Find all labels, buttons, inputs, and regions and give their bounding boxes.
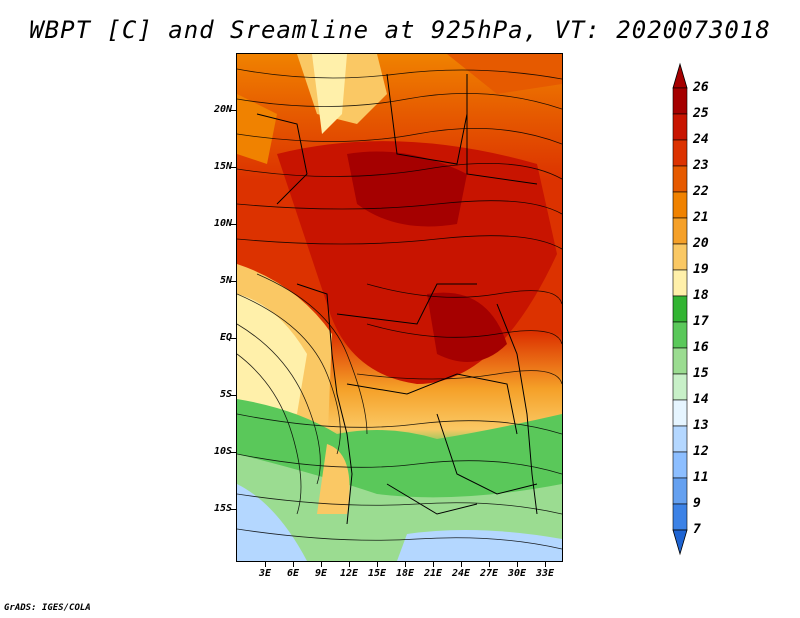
colorbar-segment (672, 269, 688, 297)
borders (256, 73, 538, 525)
field-patch-north-4 (237, 94, 277, 164)
tick-21e (433, 562, 434, 567)
colorbar-segment (672, 165, 688, 193)
tick-12e (349, 562, 350, 567)
field-core-max (347, 151, 467, 227)
tick-27e (489, 562, 490, 567)
field-coast-2 (237, 294, 307, 414)
cb-label-22: 22 (693, 184, 709, 199)
colorbar-segment (672, 321, 688, 349)
cb-label-20: 20 (693, 236, 709, 251)
lon-label-12e: 12E (339, 568, 359, 579)
lat-label-20n: 20N (213, 104, 232, 115)
lon-label-15e: 15E (367, 568, 387, 579)
tick-5n (230, 281, 236, 282)
tick-9e (321, 562, 322, 567)
lat-label-15s: 15S (213, 503, 232, 514)
field-patch-north-2 (312, 54, 347, 134)
cb-label-24: 24 (693, 132, 709, 147)
lon-label-24e: 24E (451, 568, 471, 579)
lon-label-6e: 6E (286, 568, 300, 579)
cb-label-21: 21 (693, 210, 709, 225)
tick-15n (230, 167, 236, 168)
cb-label-13: 13 (693, 418, 709, 433)
tick-30e (517, 562, 518, 567)
cb-label-11: 11 (693, 470, 709, 485)
colorbar-segment (672, 87, 688, 115)
lat-label-5n: 5N (219, 275, 232, 286)
lat-label-5s: 5S (219, 389, 232, 400)
lon-label-27e: 27E (479, 568, 499, 579)
chart-title: WBPT [C] and Sreamline at 925hPa, VT: 20… (29, 16, 771, 44)
cb-label-7: 7 (693, 522, 701, 537)
colorbar-segment (672, 295, 688, 323)
cb-label-12: 12 (693, 444, 709, 459)
cb-label-19: 19 (693, 262, 709, 277)
lon-label-33e: 33E (535, 568, 555, 579)
map-panel (236, 53, 563, 562)
colorbar-segment (672, 139, 688, 167)
tick-15s (230, 509, 236, 510)
colorbar-segment (672, 477, 688, 505)
cb-label-9: 9 (693, 496, 701, 511)
tick-3e (265, 562, 266, 567)
cb-label-15: 15 (693, 366, 709, 381)
colorbar-segment (672, 503, 688, 531)
tick-15e (377, 562, 378, 567)
colorbar-segment (672, 373, 688, 401)
cb-label-26: 26 (693, 80, 709, 95)
colorbar (672, 62, 688, 556)
lon-label-9e: 9E (314, 568, 328, 579)
tick-20n (230, 110, 236, 111)
streamlines (237, 68, 562, 550)
field-patch-north-3 (447, 54, 562, 94)
lat-label-15n: 15N (213, 161, 232, 172)
tick-18e (405, 562, 406, 567)
field-core-max-2 (427, 292, 507, 362)
colorbar-segment (672, 113, 688, 141)
lon-label-18e: 18E (395, 568, 415, 579)
lon-label-3e: 3E (258, 568, 272, 579)
lat-label-10n: 10N (213, 218, 232, 229)
lon-label-30e: 30E (507, 568, 527, 579)
colorbar-segment (672, 217, 688, 245)
colorbar-segment (672, 243, 688, 271)
cb-label-16: 16 (693, 340, 709, 355)
tick-eq (230, 338, 236, 339)
grads-credit: GrADS: IGES/COLA (4, 603, 91, 613)
tick-33e (545, 562, 546, 567)
lat-label-eq: EQ (219, 332, 232, 343)
wbpt-field (237, 54, 562, 561)
lon-label-21e: 21E (423, 568, 443, 579)
cb-label-14: 14 (693, 392, 709, 407)
tick-6e (293, 562, 294, 567)
colorbar-arrow-bottom (672, 529, 688, 556)
tick-10n (230, 224, 236, 225)
tick-10s (230, 452, 236, 453)
field-south-3 (237, 484, 307, 561)
cb-label-23: 23 (693, 158, 709, 173)
colorbar-arrow-top (672, 62, 688, 89)
lat-label-10s: 10S (213, 446, 232, 457)
colorbar-segment (672, 451, 688, 479)
colorbar-segment (672, 425, 688, 453)
colorbar-segment (672, 191, 688, 219)
cb-label-25: 25 (693, 106, 709, 121)
colorbar-segment (672, 399, 688, 427)
tick-5s (230, 395, 236, 396)
tick-24e (461, 562, 462, 567)
cb-label-18: 18 (693, 288, 709, 303)
cb-label-17: 17 (693, 314, 709, 329)
colorbar-segment (672, 347, 688, 375)
field-south-5 (317, 444, 350, 514)
